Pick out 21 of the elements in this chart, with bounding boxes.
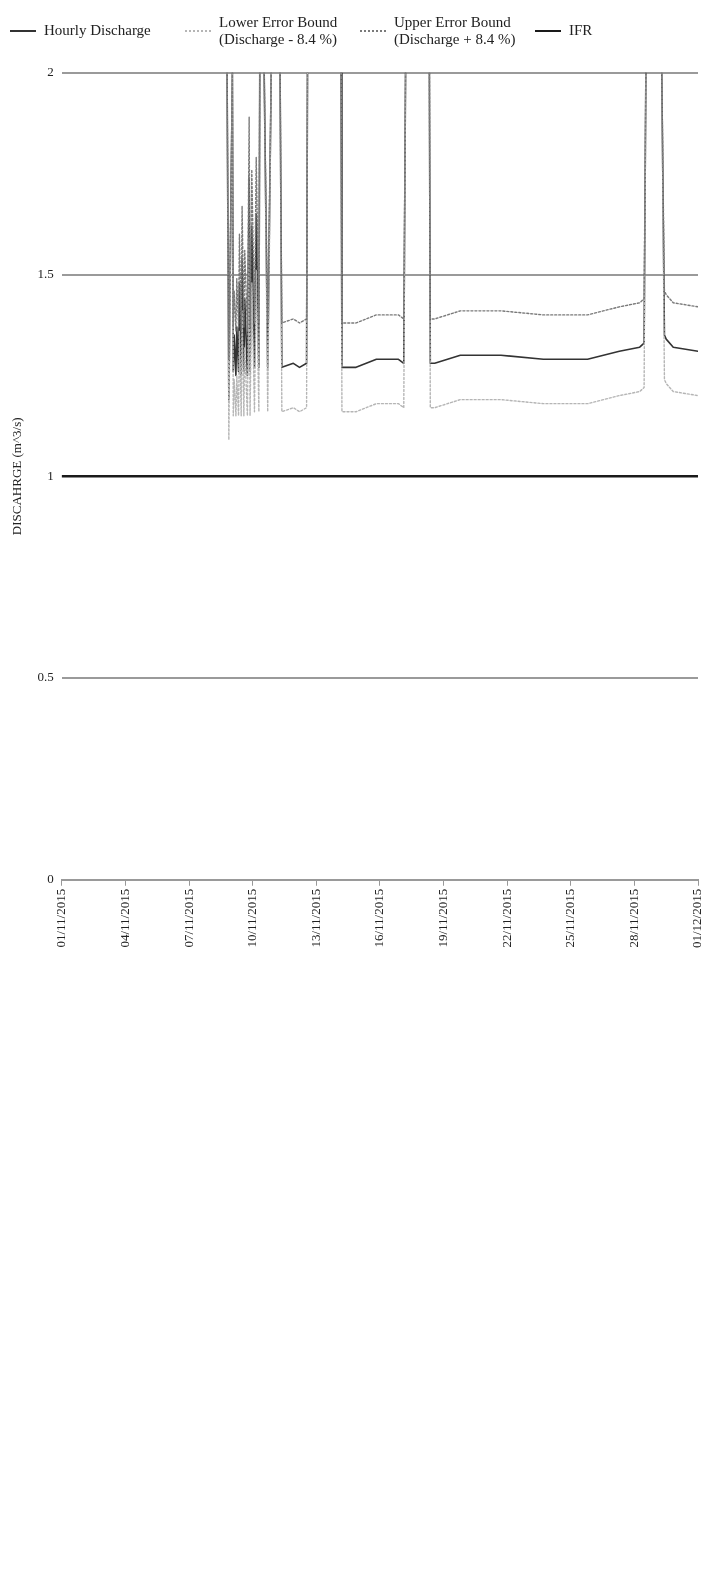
x-tick-label: 16/11/2015	[371, 888, 387, 948]
x-tick-label: 01/11/2015	[53, 888, 69, 948]
x-tick-label: 28/11/2015	[625, 888, 641, 948]
x-tick-label: 19/11/2015	[434, 888, 450, 948]
legend-label: IFR	[569, 22, 594, 39]
x-tick-label: 01/12/2015	[689, 888, 705, 949]
legend-label: Upper Error Bound (Discharge + 8.4 %)	[394, 14, 517, 47]
x-tick-label: 04/11/2015	[116, 888, 132, 948]
y-tick-label: 1.5	[37, 265, 54, 281]
x-tick-label: 25/11/2015	[562, 888, 578, 948]
y-tick-label: 0	[47, 871, 54, 887]
y-tick-label: 2	[47, 64, 54, 80]
y-tick-label: 0.5	[37, 669, 54, 685]
x-tick-label: 22/11/2015	[498, 888, 514, 948]
x-tick-label: 10/11/2015	[244, 888, 260, 948]
x-tick-label: 13/11/2015	[307, 888, 323, 948]
y-axis-title: DISCAHRGE (m^3/s)	[9, 417, 25, 536]
x-tick-label: 07/11/2015	[180, 888, 196, 948]
y-tick-label: 1	[47, 467, 54, 483]
legend-label: Lower Error Bound (Discharge - 8.4 %)	[219, 14, 339, 47]
legend-label: Hourly Discharge	[44, 22, 152, 39]
